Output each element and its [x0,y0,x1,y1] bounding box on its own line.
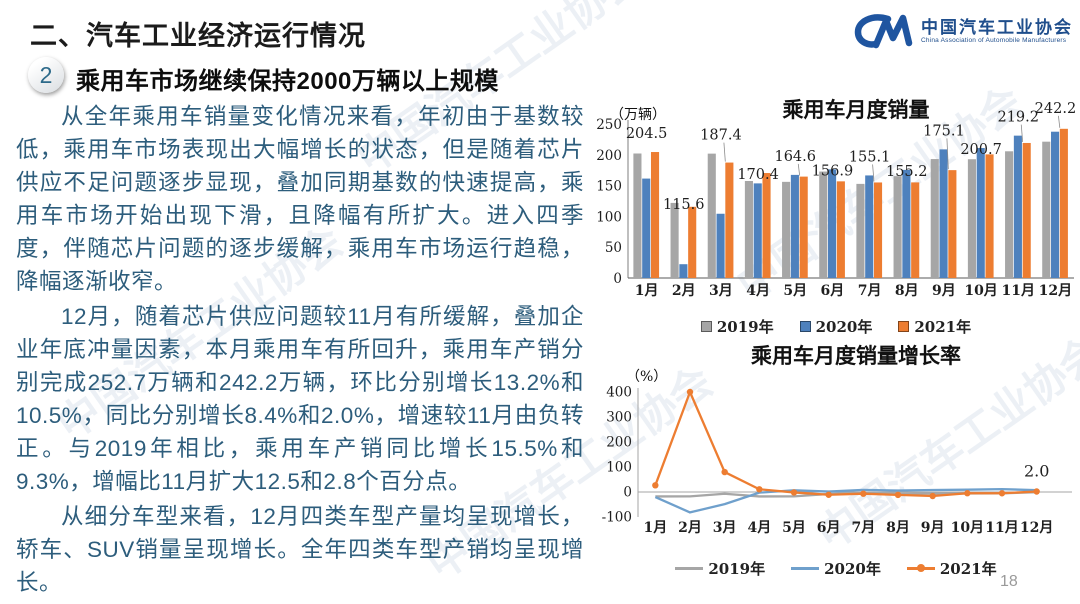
line-chart-unit-label: （%） [626,369,668,385]
svg-text:11月: 11月 [985,520,1018,536]
legend-item: 2020年 [799,316,873,337]
svg-text:6月: 6月 [817,520,841,536]
svg-text:115.6: 115.6 [663,197,705,213]
svg-text:10月: 10月 [964,283,997,299]
svg-text:3月: 3月 [713,520,737,536]
legend-swatch [799,321,811,332]
legend-item: 2020年 [791,558,881,579]
svg-text:12月: 12月 [1039,283,1072,299]
legend-label: 2019年 [708,560,766,578]
svg-text:4月: 4月 [746,283,770,299]
svg-text:300: 300 [606,410,632,426]
bar-chart-title: 乘用车月度销量 [782,97,930,122]
legend-label: 2020年 [815,318,873,336]
svg-text:400: 400 [606,385,632,401]
svg-text:0: 0 [623,485,632,501]
legend-swatch [675,567,704,570]
bar-chart-unit-label: （万辆） [610,107,666,123]
svg-text:187.4: 187.4 [700,128,742,144]
svg-text:6月: 6月 [821,283,845,299]
body-paragraph: 12月，随着芯片供应问题较11月有所缓解，叠加企业年底冲量因素，本月乘用车有所回… [16,304,584,494]
svg-text:164.6: 164.6 [774,149,816,165]
svg-text:1月: 1月 [643,520,667,536]
svg-text:200: 200 [596,148,622,164]
svg-text:50: 50 [605,240,622,256]
body-paragraph: 从全年乘用车销量变化情况来看，年初由于基数较低，乘用车市场表现出大幅增长的状态，… [16,104,584,294]
page-number: 18 [1000,573,1018,590]
legend-item: 2021年 [898,316,971,337]
growth-rate-line-chart: 乘用车月度销量增长率 （%） 400 300 200 100 0 -100 1月 2月 3月 4月… [592,340,1080,592]
svg-text:4月: 4月 [747,520,771,536]
svg-text:12月: 12月 [1020,520,1053,536]
svg-text:3月: 3月 [709,283,733,299]
svg-text:10月: 10月 [951,520,984,536]
line-chart-title: 乘用车月度销量增长率 [751,343,961,368]
svg-text:156.9: 156.9 [812,163,854,179]
svg-text:8月: 8月 [886,520,910,536]
svg-text:100: 100 [606,460,632,476]
svg-text:9月: 9月 [932,283,956,299]
svg-text:170.4: 170.4 [737,167,779,183]
legend-label: 2020年 [824,560,881,578]
line-chart-svg: 400 300 200 100 0 -100 1月 2月 3月 4月 5月 6月 7月 8月 9月 10月 11… [602,385,1072,536]
svg-text:204.5: 204.5 [626,126,668,142]
body-paragraph: 从细分车型来看，12月四类车型产量均呈现增长，轿车、SUV销量呈现增长。全年四类… [16,504,584,595]
section-title: 二、汽车工业经济运行情况 [30,21,366,51]
svg-text:2月: 2月 [678,520,702,536]
svg-text:250: 250 [596,117,622,133]
svg-text:242.2: 242.2 [1035,101,1077,117]
svg-text:2.0: 2.0 [1024,462,1049,481]
logo-name-cn: 中国汽车工业协会 [921,17,1073,37]
svg-text:11月: 11月 [1002,283,1035,299]
legend-swatch [700,321,712,332]
svg-text:5月: 5月 [782,520,806,536]
legend-swatch [791,567,820,570]
svg-text:100: 100 [596,209,622,225]
svg-text:7月: 7月 [851,520,875,536]
svg-text:0: 0 [613,271,622,287]
svg-text:9月: 9月 [921,520,945,536]
legend-item: 2019年 [700,316,774,337]
monthly-sales-bar-chart: 乘用车月度销量 （万辆） 0 50 100 150 200 250 1月 2月 3月 4月 5月 6月… [592,94,1080,338]
svg-text:7月: 7月 [858,283,882,299]
svg-text:2月: 2月 [672,283,696,299]
svg-text:155.2: 155.2 [886,164,928,180]
svg-text:200: 200 [606,435,632,451]
section-number-badge: 2 [28,57,64,93]
svg-text:150: 150 [596,179,622,195]
slide-subtitle: 乘用车市场继续保持2000万辆以上规模 [76,68,499,95]
cama-logo: 中国汽车工业协会 China Association of Automobile… [852,10,1073,52]
line-chart-legend: 2019年 2020年 2021年 [592,558,1080,579]
svg-text:219.2: 219.2 [997,110,1039,126]
legend-item: 2021年 [906,558,997,579]
legend-label: 2021年 [914,318,972,336]
svg-text:175.1: 175.1 [923,123,965,139]
legend-item: 2019年 [675,558,765,579]
svg-text:-100: -100 [602,510,632,526]
legend-label: 2019年 [716,318,774,336]
cama-logo-icon [854,14,913,49]
legend-label: 2021年 [939,560,997,578]
svg-text:8月: 8月 [895,283,919,299]
legend-swatch [906,564,935,572]
svg-text:5月: 5月 [783,283,807,299]
svg-text:155.1: 155.1 [849,149,891,165]
legend-swatch [898,321,910,332]
svg-text:1月: 1月 [635,283,659,299]
svg-text:200.7: 200.7 [960,142,1002,158]
body-text-block: 从全年乘用车销量变化情况来看，年初由于基数较低，乘用车市场表现出大幅增长的状态，… [16,100,584,601]
bar-chart-legend: 2019年 2020年 2021年 [592,316,1080,337]
logo-name-en: China Association of Automobile Manufact… [921,36,1067,44]
